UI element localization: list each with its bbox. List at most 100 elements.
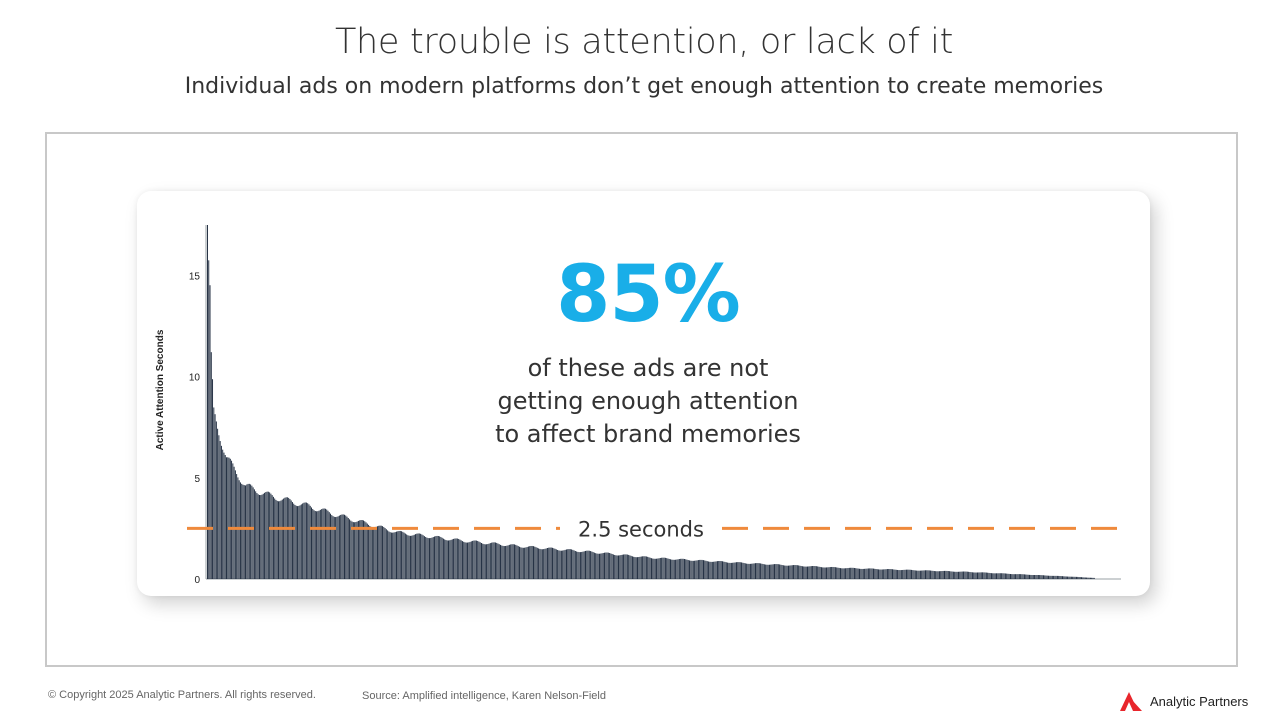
attention-bar [375, 526, 377, 579]
attention-bar [644, 556, 646, 579]
attention-bar [785, 565, 787, 579]
attention-bar [210, 352, 212, 579]
attention-bar [771, 564, 773, 579]
attention-bar [255, 491, 257, 579]
attention-bar [686, 559, 688, 579]
attention-bar [907, 569, 909, 579]
attention-bar [356, 521, 358, 579]
attention-bar [630, 555, 632, 579]
attention-bar [671, 559, 673, 579]
attention-bar [879, 569, 881, 579]
attention-bar [720, 561, 722, 579]
y-tick-label: 0 [194, 575, 200, 586]
attention-bar [365, 522, 367, 579]
attention-bar [795, 565, 797, 579]
attention-bar [530, 545, 532, 579]
attention-bar [1067, 576, 1069, 579]
attention-bar [990, 573, 992, 579]
attention-bar [456, 538, 458, 579]
attention-bar [838, 567, 840, 579]
attention-bar [581, 551, 583, 579]
attention-bar [370, 526, 372, 579]
attention-bar [695, 560, 697, 579]
attention-bar [723, 561, 725, 579]
content-frame [45, 132, 1238, 667]
attention-bar [718, 561, 720, 579]
attention-bar [316, 511, 318, 579]
attention-bar [336, 516, 338, 579]
attention-bar [645, 556, 647, 579]
attention-bar [435, 536, 437, 579]
attention-bar [1053, 575, 1055, 579]
attention-bar [1059, 575, 1061, 579]
attention-bar [567, 549, 569, 579]
attention-bar [621, 554, 623, 579]
attention-bar [999, 573, 1001, 579]
attention-bar [965, 571, 967, 579]
attention-bar [1093, 577, 1095, 579]
attention-bar [299, 505, 301, 579]
attention-bar [672, 559, 674, 579]
attention-bar [300, 504, 302, 579]
attention-bar [502, 545, 504, 579]
attention-bar [252, 487, 254, 579]
attention-bar [1058, 575, 1060, 579]
attention-bar [448, 540, 449, 579]
attention-bar [638, 557, 640, 579]
attention-bar [1011, 574, 1013, 579]
attention-bar [992, 573, 994, 579]
attention-bar [507, 545, 509, 579]
attention-bar [475, 540, 477, 579]
attention-bar [286, 497, 288, 579]
attention-bar [649, 557, 651, 579]
attention-bar [283, 498, 285, 579]
attention-bar [478, 541, 480, 579]
attention-bar [331, 515, 333, 579]
attention-bar [964, 571, 966, 579]
attention-bar [926, 570, 928, 579]
attention-bar [956, 571, 958, 579]
attention-bar [790, 565, 792, 579]
attention-bar [426, 537, 428, 579]
attention-bar [382, 526, 384, 579]
attention-bar [634, 557, 636, 579]
attention-bar [578, 552, 580, 579]
attention-bar [977, 572, 978, 579]
attention-bar [572, 549, 574, 579]
attention-bar [217, 428, 219, 579]
attention-bar [905, 569, 907, 579]
attention-bar [968, 571, 970, 579]
attention-bar [434, 536, 436, 579]
attention-bar [840, 568, 841, 579]
attention-bar [460, 540, 462, 579]
attention-bar [497, 543, 499, 579]
attention-bar [1001, 573, 1003, 579]
attention-bar [335, 517, 337, 579]
attention-bar [682, 558, 684, 579]
attention-bar [1079, 577, 1081, 579]
attention-bar [824, 567, 826, 579]
brand-name: Analytic Partners [1150, 693, 1249, 709]
attention-bar [635, 557, 637, 579]
attention-bar [482, 543, 484, 579]
attention-bar [403, 532, 405, 579]
attention-bar [464, 542, 466, 579]
attention-bar [779, 564, 781, 579]
attention-bar [473, 540, 475, 579]
attention-bar [486, 544, 488, 579]
attention-bar [711, 561, 713, 579]
attention-bar [223, 452, 225, 579]
attention-bar [651, 558, 652, 579]
attention-bar [560, 550, 562, 579]
attention-bar [713, 561, 715, 579]
attention-bar [945, 570, 947, 579]
attention-bar [935, 571, 937, 579]
attention-bar [1040, 575, 1042, 579]
attention-bar [675, 559, 677, 579]
attention-bar [413, 534, 415, 579]
attention-bar [757, 563, 759, 579]
attention-bar [421, 534, 423, 579]
attention-bar [847, 567, 849, 579]
attention-bar [1063, 576, 1065, 579]
attention-bar [220, 445, 222, 579]
